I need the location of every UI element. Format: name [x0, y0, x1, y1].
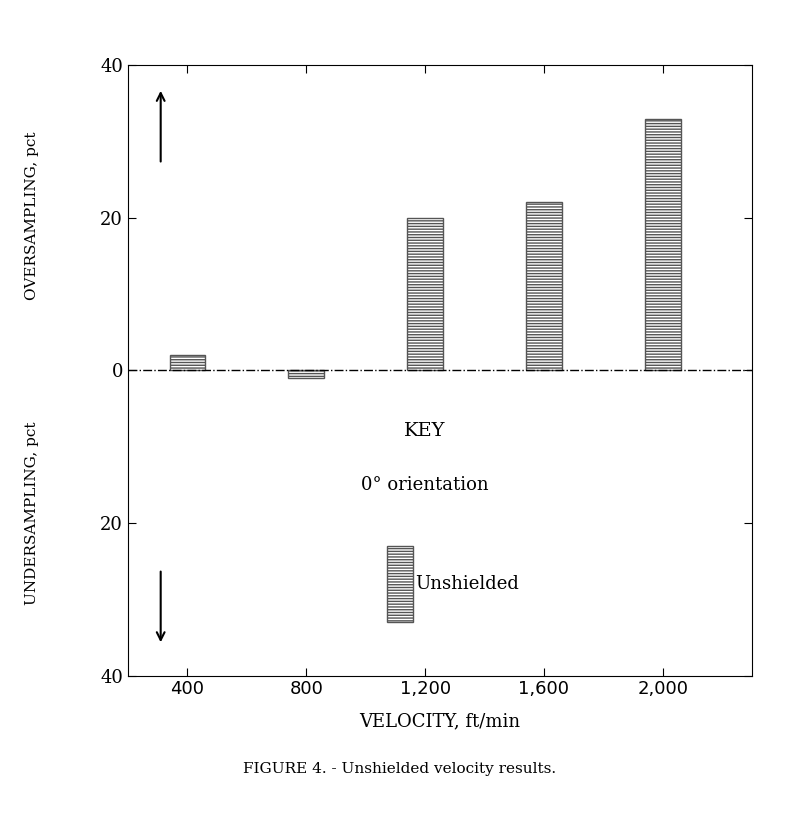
Bar	[386, 546, 414, 622]
Text: KEY: KEY	[404, 422, 446, 440]
Text: OVERSAMPLING, pct: OVERSAMPLING, pct	[25, 131, 39, 300]
Bar	[526, 203, 562, 370]
Bar	[170, 355, 206, 370]
Text: FIGURE 4. - Unshielded velocity results.: FIGURE 4. - Unshielded velocity results.	[243, 762, 557, 777]
Text: 0° orientation: 0° orientation	[362, 476, 489, 494]
Text: Unshielded: Unshielded	[416, 575, 519, 593]
Bar	[289, 370, 324, 378]
Bar	[407, 218, 443, 370]
X-axis label: VELOCITY, ft/min: VELOCITY, ft/min	[359, 712, 521, 730]
Text: UNDERSAMPLING, pct: UNDERSAMPLING, pct	[25, 421, 39, 605]
Bar	[645, 119, 681, 370]
